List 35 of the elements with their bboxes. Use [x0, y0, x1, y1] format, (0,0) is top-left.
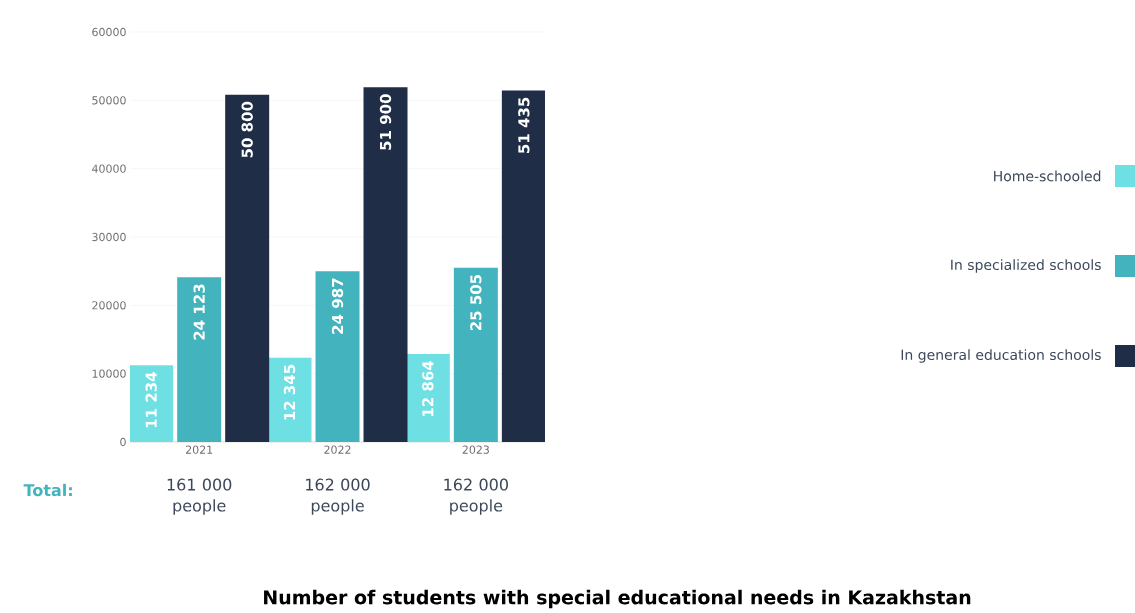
y-tick-label: 10000	[92, 369, 126, 378]
bar	[267, 357, 312, 442]
y-tick-label: 60000	[92, 27, 126, 37]
bar	[177, 277, 222, 442]
y-tick-label: 50000	[92, 96, 126, 105]
bar	[130, 365, 174, 442]
text: 162 000 people	[444, 478, 508, 515]
y-tick-label: 20000	[92, 301, 126, 310]
legend-label: In general education schools	[901, 349, 1101, 363]
y-tick-label: 40000	[92, 164, 126, 173]
bar	[315, 271, 360, 442]
data-label: 12 864	[422, 360, 434, 416]
x-tick-label: 2023	[462, 445, 489, 454]
data-label: 51 435	[518, 97, 530, 153]
data-label: 12 345	[283, 364, 296, 420]
text: Number of students with special educational needs in Kazakhstan	[264, 589, 971, 609]
legend-label: In specialized schools	[951, 259, 1101, 273]
data-label: 24 987	[331, 278, 344, 334]
bar	[363, 87, 408, 442]
text: 161 000 people	[167, 478, 232, 515]
data-label: 50 800	[241, 101, 253, 158]
data-label: 51 900	[379, 94, 392, 150]
legend-label: Home-schooled	[994, 170, 1101, 182]
x-tick-label: 2021	[185, 445, 213, 454]
bar	[225, 94, 270, 442]
bar	[453, 267, 498, 442]
y-tick-label: 30000	[92, 232, 126, 242]
data-label: 24 123	[193, 284, 205, 340]
text: 162 000 people	[306, 478, 370, 515]
data-label: 25 505	[470, 274, 482, 331]
data-label: 11 234	[145, 372, 157, 428]
text: Total:	[23, 483, 72, 497]
bar	[501, 90, 546, 442]
x-tick-label: 2022	[324, 445, 351, 454]
y-tick-label: 0	[120, 437, 126, 447]
